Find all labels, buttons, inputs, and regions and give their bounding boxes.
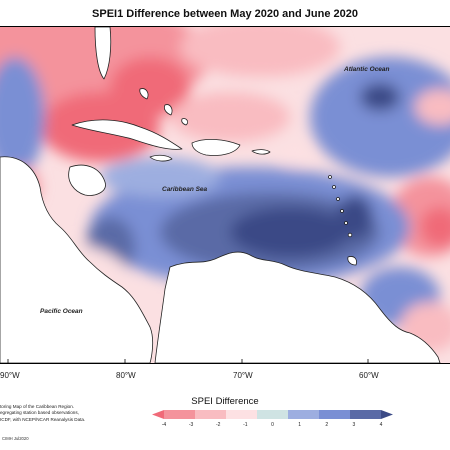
- legend-tick-label: 3: [352, 422, 355, 428]
- legend-tick-label: 2: [325, 422, 328, 428]
- credit-line: ICDF, with NCEP/NCAR Reanalysis Data.: [0, 416, 86, 422]
- legend-tick-label: -4: [162, 422, 167, 428]
- legend-swatch: [257, 410, 288, 419]
- legend-swatch: [288, 410, 319, 419]
- legend-swatch: [195, 410, 226, 419]
- land: [0, 27, 441, 363]
- legend-swatch: [319, 410, 350, 419]
- legend-swatch: [164, 410, 195, 419]
- color-legend: -4 -3 -2 -1 0 1 2 3 4: [152, 410, 393, 428]
- map-title: SPEI1 Difference between May 2020 and Ju…: [92, 8, 358, 20]
- legend-tick-label: 0: [271, 422, 274, 428]
- legend-swatch: [226, 410, 257, 419]
- legend-tick-label: 1: [298, 422, 301, 428]
- spei-field: [0, 27, 450, 352]
- credit-line: egregating station based observations,: [0, 410, 79, 416]
- legend-tick-label: -1: [243, 422, 248, 428]
- legend-tick-label: -2: [216, 422, 221, 428]
- lon-label-70w: 70°W: [233, 371, 253, 380]
- legend-tick-label: -3: [189, 422, 194, 428]
- map-credits: toring Map of the Caribbean Region. egre…: [0, 404, 110, 423]
- legend-title: SPEI Difference: [191, 396, 259, 407]
- spei-map: Atlantic Ocean Caribbean Sea Pacific Oce…: [0, 26, 450, 364]
- lon-label-90w: 90°W: [0, 371, 20, 380]
- legend-arrow-high: [381, 410, 393, 419]
- pacific-ocean-label: Pacific Ocean: [40, 308, 83, 315]
- legend-swatch: [350, 410, 381, 419]
- map-stamp: CIMH Jul2020: [2, 436, 29, 441]
- legend-arrow-low: [152, 410, 164, 419]
- lon-label-80w: 80°W: [116, 371, 136, 380]
- legend-tick-label: 4: [380, 422, 383, 428]
- caribbean-sea-label: Caribbean Sea: [162, 186, 208, 193]
- lon-label-60w: 60°W: [359, 371, 379, 380]
- credit-line: toring Map of the Caribbean Region.: [0, 404, 75, 409]
- atlantic-ocean-label: Atlantic Ocean: [343, 66, 390, 73]
